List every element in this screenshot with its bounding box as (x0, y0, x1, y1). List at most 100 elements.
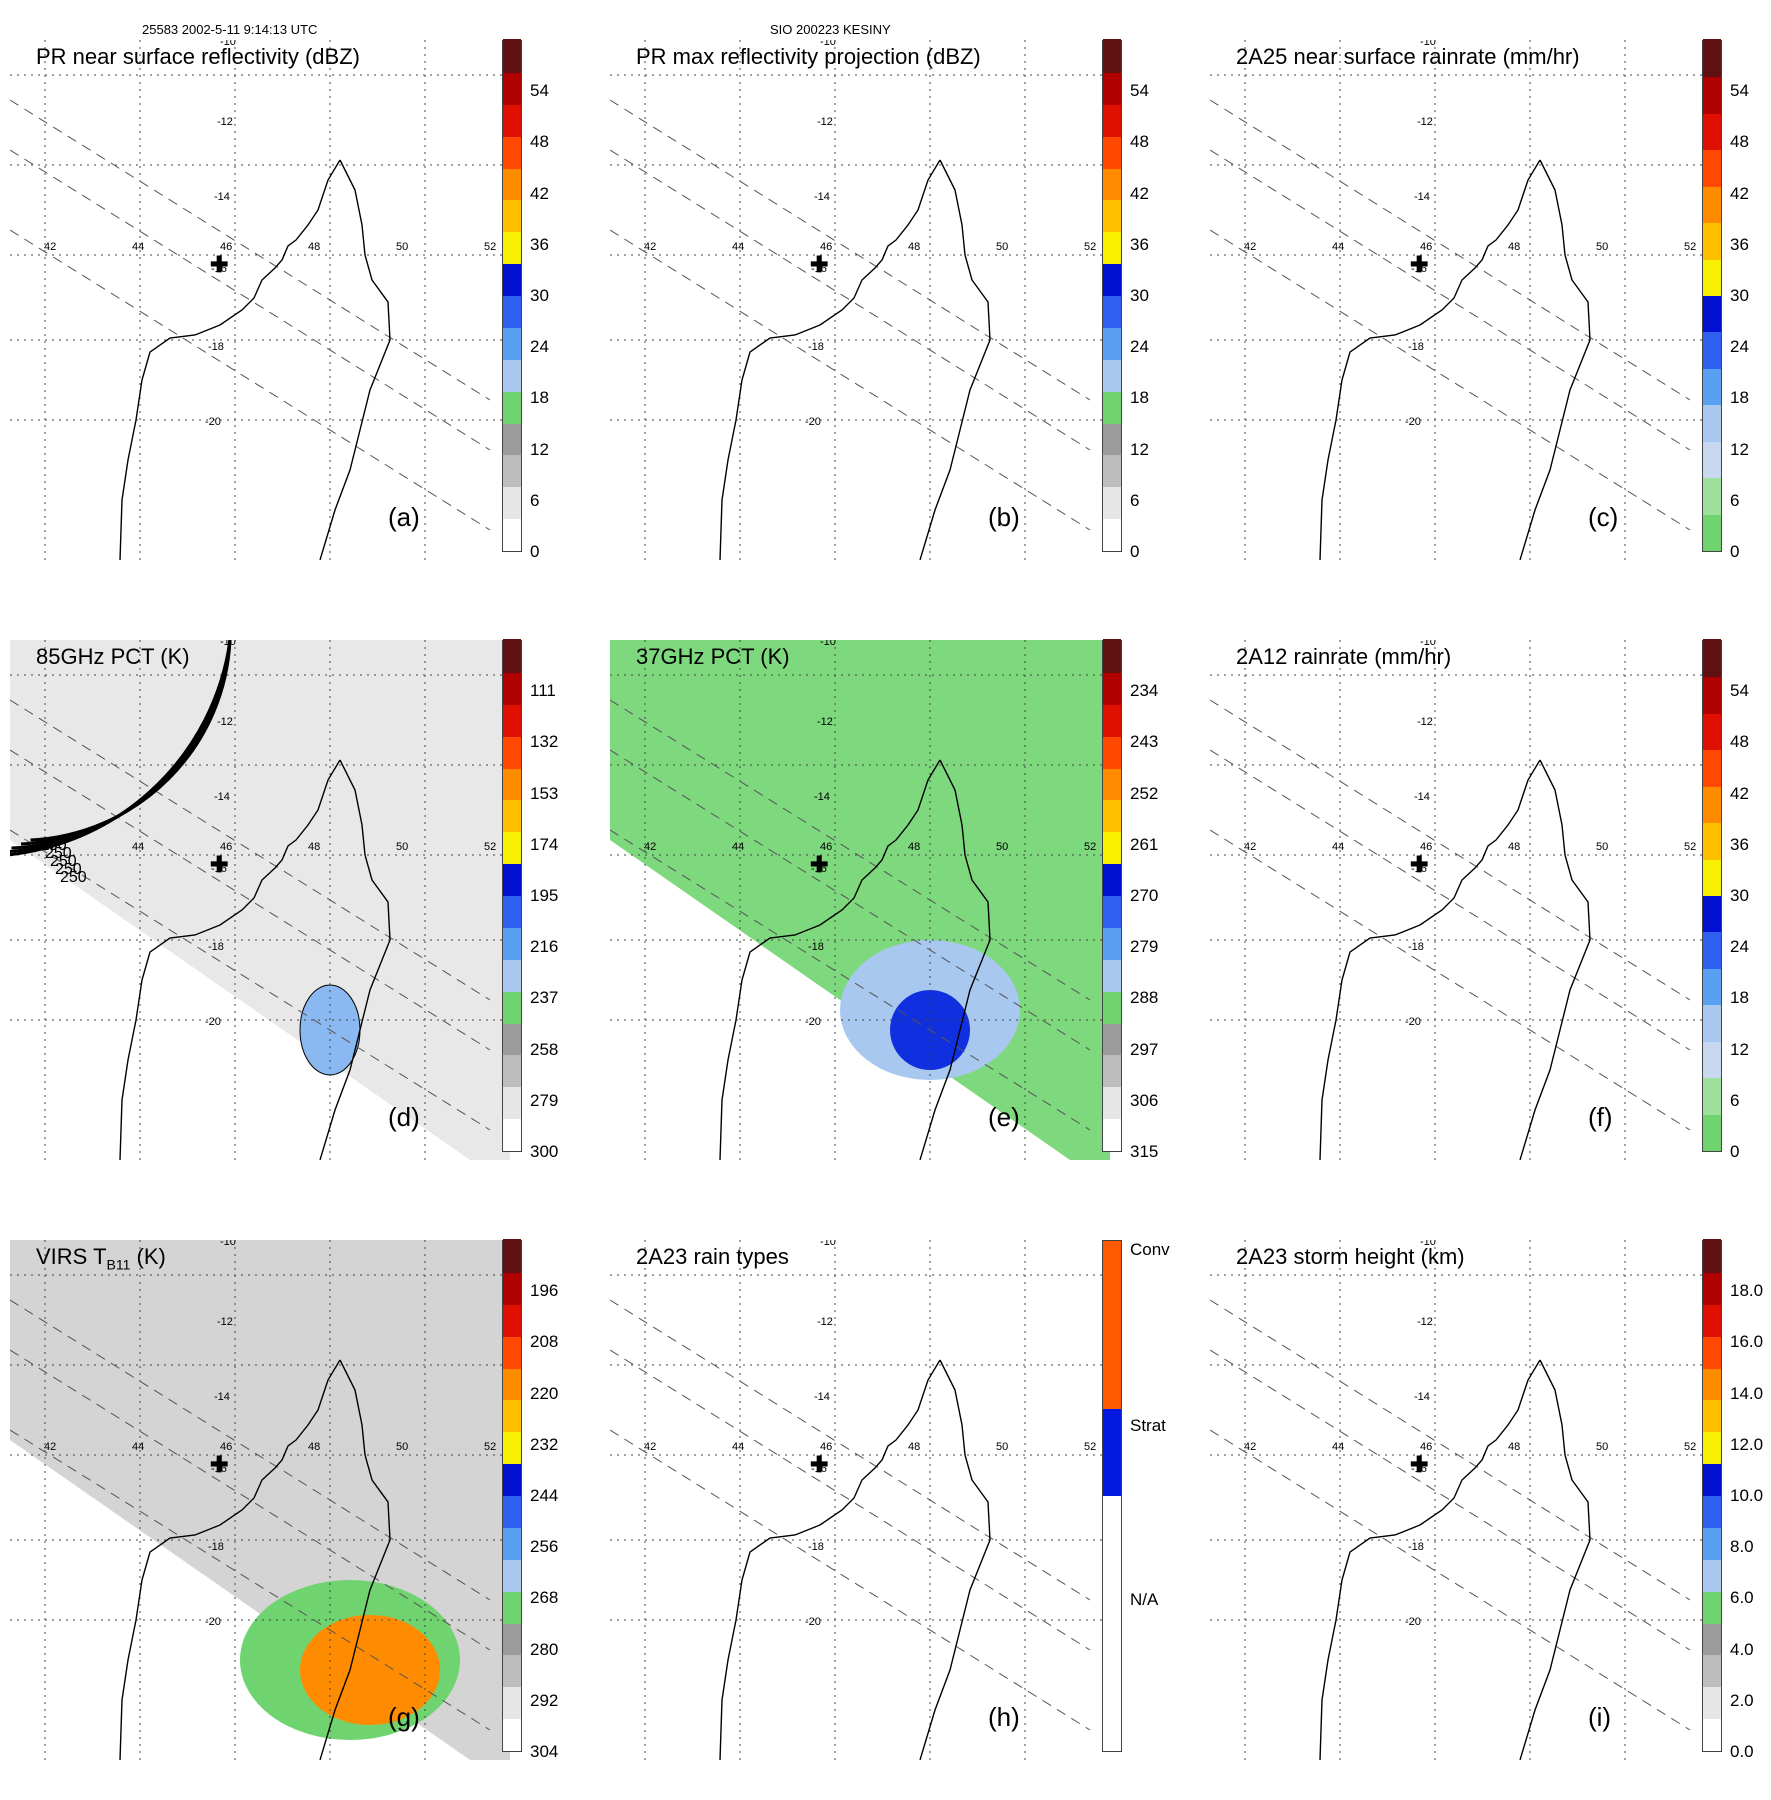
lat-label: -10 (820, 40, 836, 48)
colorbar-segment (1103, 1021, 1121, 1056)
colorbar-tick-label: 10.0 (1730, 1486, 1764, 1505)
panel-label: (f) (1588, 1102, 1613, 1132)
lon-label: 42 (644, 1441, 656, 1453)
lat-label: -12 (217, 116, 233, 128)
colorbar-tick-label: 54 (1730, 81, 1749, 101)
panel-label: (a) (388, 502, 420, 532)
colorbar-segment (1103, 798, 1121, 833)
lat-label: -16 (1411, 863, 1427, 875)
swath-edge (10, 749, 491, 1051)
colorbar-segment (503, 1085, 521, 1120)
contour-label: 250 (55, 861, 82, 878)
colorbar-tick-label: 243 (1130, 732, 1159, 752)
lon-label: 50 (396, 1441, 408, 1453)
colorbar-segment (1103, 990, 1121, 1024)
colorbar-segment (1703, 1003, 1721, 1042)
colorbar-segment (1703, 1558, 1721, 1592)
colorbar-segment (1703, 1685, 1721, 1720)
colorbar-segment (1703, 1430, 1721, 1465)
lat-label: -18 (808, 341, 824, 353)
swath-edge (10, 149, 491, 451)
colorbar-segment (503, 990, 521, 1024)
swath-edge (610, 229, 1091, 531)
swath-edge (10, 829, 491, 1131)
panel-c: 42 44 46 48 50 52 -10 -12 -14 -16 -18 -20 ✚ 2A25 near… (1210, 39, 1771, 600)
colorbar-segment (1703, 294, 1721, 333)
coastline (719, 759, 991, 1160)
colorbar-segment (1103, 1117, 1121, 1151)
colorbar-segment (1703, 1335, 1721, 1369)
swath-edge (1210, 1429, 1691, 1731)
lat-label: -18 (808, 1541, 824, 1553)
colorbar-segment (1703, 967, 1721, 1006)
lat-label: -18 (808, 941, 824, 953)
contour-label: 250 (50, 853, 77, 870)
colorbar-tick-label: 279 (1130, 937, 1159, 957)
lon-label: 50 (396, 241, 408, 253)
colorbar-tick-label: 42 (1130, 183, 1149, 203)
colorbar-segment (503, 166, 521, 201)
lon-label: 52 (1684, 1441, 1696, 1453)
colorbar-segment (1103, 326, 1121, 360)
colorbar-tick-label: 18.0 (1730, 1281, 1764, 1301)
colorbar-tick-label: 54 (530, 81, 549, 101)
panel-label: (d) (388, 1102, 420, 1132)
colorbar-segment (1103, 735, 1121, 769)
lat-label: -18 (208, 341, 224, 353)
colorbar-segment (503, 1590, 521, 1624)
panel-title: 2A12 rainrate (mm/hr) (1236, 644, 1452, 669)
colorbar-tick-label: 292 (530, 1690, 559, 1710)
panel-d: 250 250 250 250 250 42 44 46 48 50 52 -10 -12 -14 -16-… (10, 639, 590, 1200)
colorbar-tick-label: 36 (1730, 834, 1749, 854)
colorbar-segment (503, 958, 521, 992)
lat-label: -14 (214, 191, 230, 203)
lon-label: 48 (1508, 841, 1520, 853)
lon-label: 44 (1332, 241, 1344, 253)
swath-edge (1210, 99, 1691, 401)
lon-label: 42 (644, 841, 656, 853)
colorbar-tick-label: 8.0 (1730, 1537, 1754, 1557)
colorbar-segment (503, 1462, 521, 1496)
colorbar-segment (1703, 148, 1721, 187)
lat-label: -14 (814, 1391, 830, 1403)
colorbar-segment (503, 39, 521, 73)
colorbar-tick-label: N/A (1130, 1590, 1159, 1609)
lat-label: -16 (811, 1463, 827, 1475)
colorbar-tick-label: 30 (530, 286, 549, 305)
station-cross-icon: ✚ (1410, 252, 1428, 277)
colorbar-segment (1103, 830, 1121, 865)
lon-label: 46 (220, 241, 232, 253)
colorbar-segment (503, 830, 521, 865)
colorbar-segment (503, 294, 521, 328)
colorbar-segment (1103, 453, 1121, 488)
colorbar-tick-label: 30 (1730, 286, 1749, 305)
swath-edge (1210, 1349, 1691, 1651)
colorbar-segment (503, 485, 521, 520)
swath-edge (10, 1299, 491, 1601)
colorbar-segment (1103, 230, 1121, 265)
station-cross-icon: ✚ (210, 252, 228, 277)
colorbar-segment (503, 1239, 521, 1273)
colorbar-segment (503, 198, 521, 233)
lat-label: -14 (814, 791, 830, 803)
colorbar-tick-label: 36 (1130, 234, 1149, 254)
map-i: 42 44 46 48 50 52 -10 -12 -14 -16 -18 -20 ✚ (1210, 1240, 1710, 1760)
colorbar-tick-label: Strat (1130, 1416, 1166, 1435)
cold-cloud-top (300, 1615, 440, 1725)
colorbar-segment (1703, 748, 1721, 787)
colorbar (1702, 39, 1722, 552)
colorbar-segment (503, 1398, 521, 1433)
colorbar-tick-label: 18 (1130, 388, 1149, 408)
lat-label: -18 (1408, 941, 1424, 953)
colorbar-tick-label: 42 (1730, 783, 1749, 803)
colorbar (1102, 1240, 1122, 1752)
lon-label: 46 (220, 841, 232, 853)
lon-label: 44 (732, 1441, 744, 1453)
colorbar-segment (1703, 367, 1721, 406)
colorbar-segment (503, 1303, 521, 1337)
colorbar-segment (1103, 262, 1121, 296)
colorbar-tick-label: 48 (1130, 132, 1149, 152)
panel-title: 2A25 near surface rainrate (mm/hr) (1236, 44, 1580, 69)
colorbar-segment (1703, 1590, 1721, 1624)
